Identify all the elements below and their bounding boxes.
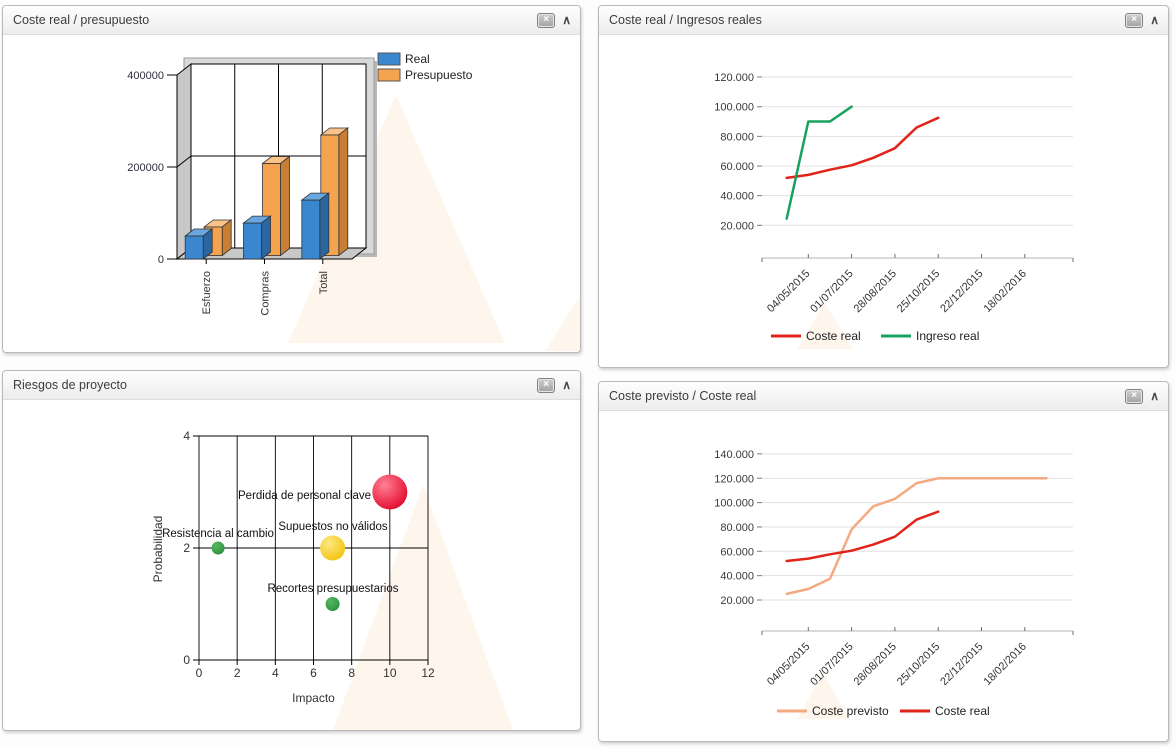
svg-text:4: 4 <box>183 429 190 443</box>
svg-text:400000: 400000 <box>127 70 164 82</box>
bar-chart-canvas: 0 200000 400000 Esfuerzo Compras Total Real Pre… <box>127 52 580 351</box>
close-button[interactable]: × <box>1125 12 1144 28</box>
svg-text:28/08/2015: 28/08/2015 <box>852 641 899 688</box>
panel-title: Coste real / Ingresos reales <box>609 13 762 27</box>
svg-text:40.000: 40.000 <box>720 571 754 583</box>
svg-text:Coste previsto: Coste previsto <box>812 704 889 718</box>
svg-text:20.000: 20.000 <box>720 220 754 232</box>
bar-real-compras <box>243 222 262 260</box>
chevron-up-icon: ∧ <box>1150 13 1159 27</box>
svg-text:2: 2 <box>183 541 190 555</box>
svg-text:Coste real: Coste real <box>806 329 861 343</box>
svg-text:8: 8 <box>348 666 355 680</box>
bubble-perdida-de-personal-clave <box>372 474 408 510</box>
svg-text:200000: 200000 <box>127 162 164 174</box>
close-icon: × <box>543 379 550 390</box>
chevron-up-icon: ∧ <box>1150 389 1159 403</box>
svg-text:22/12/2015: 22/12/2015 <box>938 641 985 688</box>
bubble-chart-canvas: 0 2 4 6 8 10 12 0 2 4 Impacto ProbabilidadResistenc… <box>151 429 513 730</box>
svg-text:0: 0 <box>196 666 203 680</box>
svg-text:Supuestos no válidos: Supuestos no válidos <box>278 521 388 533</box>
svg-text:04/05/2015: 04/05/2015 <box>765 641 812 688</box>
bar-real-esfuerzo <box>184 235 204 260</box>
svg-text:Real: Real <box>405 52 430 66</box>
panel-coste-previsto-real: Coste previsto / Coste real × ∧ 20.000 40… <box>598 381 1169 742</box>
svg-text:40.000: 40.000 <box>720 191 754 203</box>
panel-title: Riesgos de proyecto <box>13 378 127 392</box>
panel-riesgos-proyecto: Riesgos de proyecto × ∧ 0 2 4 6 8 10 12 0 2 4 Impa… <box>2 370 581 731</box>
svg-text:80.000: 80.000 <box>720 522 754 534</box>
chevron-up-icon: ∧ <box>562 13 571 27</box>
series-ingreso-real <box>785 105 853 220</box>
chevron-up-icon: ∧ <box>562 378 571 392</box>
svg-text:01/07/2015: 01/07/2015 <box>808 641 855 688</box>
collapse-button[interactable]: ∧ <box>1150 390 1159 402</box>
svg-text:Presupuesto: Presupuesto <box>405 68 473 82</box>
svg-text:2: 2 <box>234 666 241 680</box>
svg-text:120.000: 120.000 <box>714 72 754 84</box>
svg-text:10: 10 <box>383 666 397 680</box>
panel-coste-real-ingresos: Coste real / Ingresos reales × ∧ 20.000 4… <box>598 5 1169 368</box>
panel-header[interactable]: Coste real / presupuesto × ∧ <box>3 6 580 35</box>
svg-text:18/02/2016: 18/02/2016 <box>982 268 1029 315</box>
svg-text:22/12/2015: 22/12/2015 <box>938 268 985 315</box>
svg-text:120.000: 120.000 <box>714 473 754 485</box>
close-icon: × <box>1131 390 1138 401</box>
close-button[interactable]: × <box>537 12 556 28</box>
svg-text:60.000: 60.000 <box>720 161 754 173</box>
panel-title: Coste real / presupuesto <box>13 13 150 27</box>
svg-text:12: 12 <box>421 666 435 680</box>
close-icon: × <box>1131 14 1138 25</box>
svg-text:6: 6 <box>310 666 317 680</box>
svg-text:140.000: 140.000 <box>714 449 754 461</box>
panel-title: Coste previsto / Coste real <box>609 389 757 403</box>
svg-text:80.000: 80.000 <box>720 131 754 143</box>
collapse-button[interactable]: ∧ <box>1150 14 1159 26</box>
panel-header[interactable]: Riesgos de proyecto × ∧ <box>3 371 580 400</box>
svg-text:18/02/2016: 18/02/2016 <box>982 641 1029 688</box>
bubble-resistencia-al-cambio <box>211 541 225 555</box>
panel-header[interactable]: Coste real / Ingresos reales × ∧ <box>599 6 1168 35</box>
bubble-supuestos-no-válidos <box>320 535 346 561</box>
svg-text:01/07/2015: 01/07/2015 <box>808 268 855 315</box>
close-button[interactable]: × <box>537 377 556 393</box>
svg-text:Probabilidad: Probabilidad <box>151 516 165 583</box>
collapse-button[interactable]: ∧ <box>562 379 571 391</box>
svg-text:04/05/2015: 04/05/2015 <box>765 268 812 315</box>
series-coste-real <box>785 116 940 180</box>
svg-text:0: 0 <box>183 653 190 667</box>
panel-header[interactable]: Coste previsto / Coste real × ∧ <box>599 382 1168 411</box>
svg-text:Esfuerzo: Esfuerzo <box>201 271 213 314</box>
panel-coste-real-presupuesto: Coste real / presupuesto × ∧ 0 200000 4000… <box>2 5 581 353</box>
svg-text:20.000: 20.000 <box>720 595 754 607</box>
svg-text:100.000: 100.000 <box>714 102 754 114</box>
close-icon: × <box>543 14 550 25</box>
svg-text:Coste real: Coste real <box>935 704 990 718</box>
collapse-button[interactable]: ∧ <box>562 14 571 26</box>
svg-text:25/10/2015: 25/10/2015 <box>895 268 942 315</box>
svg-text:Total: Total <box>318 271 330 294</box>
close-button[interactable]: × <box>1125 388 1144 404</box>
svg-text:28/08/2015: 28/08/2015 <box>852 268 899 315</box>
series-coste-real <box>785 510 940 563</box>
bar-real-total <box>301 199 321 260</box>
svg-text:Compras: Compras <box>260 271 272 316</box>
svg-text:60.000: 60.000 <box>720 546 754 558</box>
series-coste-previsto <box>785 477 1048 596</box>
svg-text:100.000: 100.000 <box>714 498 754 510</box>
svg-text:4: 4 <box>272 666 279 680</box>
svg-text:Resistencia al cambio: Resistencia al cambio <box>162 528 274 540</box>
svg-text:25/10/2015: 25/10/2015 <box>895 641 942 688</box>
svg-text:Recortes presupuestarios: Recortes presupuestarios <box>267 583 398 595</box>
bubble-recortes-presupuestarios <box>325 597 340 611</box>
svg-text:Perdida de personal clave: Perdida de personal clave <box>238 490 371 502</box>
svg-text:Impacto: Impacto <box>292 691 335 705</box>
svg-text:0: 0 <box>158 254 164 266</box>
line-chart-canvas: 20.000 40.000 60.000 80.000 100.000 120.000 04… <box>714 72 1074 349</box>
svg-text:Ingreso real: Ingreso real <box>916 329 979 343</box>
line-chart-canvas: 20.000 40.000 60.000 80.000 100.000 120.000 14… <box>714 449 1074 719</box>
